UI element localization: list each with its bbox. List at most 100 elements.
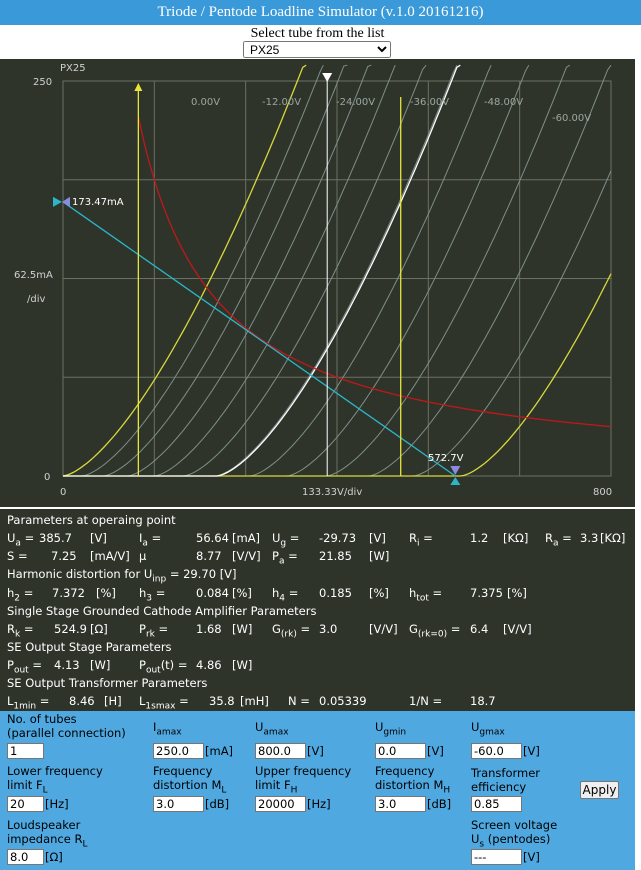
ri-value: 1.2 <box>470 531 489 545</box>
fh-input[interactable] <box>255 796 306 812</box>
grid-curve <box>63 64 427 477</box>
s-value: 7.25 <box>51 549 77 563</box>
fh-unit: [Hz] <box>307 797 331 811</box>
pa-label: Pa = <box>272 549 298 567</box>
grid-curve <box>63 64 372 477</box>
apply-button[interactable]: Apply <box>580 781 619 799</box>
grid-label-24: -24.00V <box>336 97 375 108</box>
fl-unit: [Hz] <box>45 797 69 811</box>
loadline-plot: PX25 250 0 62.5mA /div 0 800 133.33V/div… <box>0 59 635 507</box>
fl-label: Lower frequency limit FL <box>7 764 103 796</box>
x-scale-label: 133.33V/div <box>302 487 362 498</box>
rk-label: Rk = <box>7 622 34 640</box>
ia-label: Ia = <box>139 531 162 549</box>
ug-value: -29.73 <box>319 531 357 545</box>
grk0-value: 6.4 <box>470 622 489 636</box>
anode-curves <box>62 64 612 477</box>
h2-unit: [%] <box>96 586 116 600</box>
pa-unit: [W] <box>369 549 390 563</box>
x-zero-label: 0 <box>60 487 66 498</box>
grid-label-12: -12.00V <box>262 97 301 108</box>
mh-input[interactable] <box>375 796 426 812</box>
grk-unit: [V/V] <box>369 622 398 636</box>
h4-value: 0.185 <box>319 586 352 600</box>
ugmin-input[interactable] <box>375 743 426 759</box>
rl-input[interactable] <box>7 849 44 865</box>
grid-label-60: -60.00V <box>552 113 591 124</box>
prk-label: Prk = <box>139 622 169 640</box>
ug-label: Ug = <box>272 531 300 549</box>
h3-value: 0.084 <box>196 586 229 600</box>
pout-label: Pout = <box>7 658 42 676</box>
grid-curve <box>63 64 348 477</box>
inv-n-label: 1/N = <box>409 694 443 708</box>
grk-value: 3.0 <box>319 622 338 636</box>
h2-label: h2 = <box>7 586 34 604</box>
grid-curve <box>63 65 396 477</box>
ra-label: Ra = <box>545 531 572 549</box>
mh-label: Frequency distortion MH <box>375 764 451 796</box>
l1smax-unit: [mH] <box>240 694 269 708</box>
uamax-unit: [V] <box>307 744 324 758</box>
ugmax-input[interactable] <box>471 743 522 759</box>
ugmin-unit: [V] <box>427 744 444 758</box>
ugmin-label: Ugmin <box>375 720 407 738</box>
rk-unit: [Ω] <box>90 622 108 636</box>
tube-select-label: Select tube from the list <box>250 26 385 41</box>
tubes-input[interactable] <box>7 743 44 759</box>
us-label: Screen voltage Us (pentodes) <box>471 818 558 850</box>
gca-header: Single Stage Grounded Cathode Amplifier … <box>7 604 317 618</box>
grid-curve <box>63 64 530 477</box>
poutt-label: Pout(t) = <box>139 658 188 676</box>
y-div-label: /div <box>27 294 45 305</box>
us-input[interactable] <box>471 849 522 865</box>
uamax-label: Uamax <box>255 720 289 738</box>
eff-input[interactable] <box>471 796 522 812</box>
loadline <box>62 201 456 477</box>
voltage-marker-label: 572.7V <box>428 453 464 464</box>
harmonic-header: Harmonic distortion for Uinp = 29.70 [V] <box>7 567 237 585</box>
h3-label: h3 = <box>139 586 166 604</box>
ml-label: Frequency distortion ML <box>153 764 227 796</box>
y-zero-label: 0 <box>44 472 50 483</box>
grid-label-48: -48.00V <box>484 97 523 108</box>
iamax-unit: [mA] <box>205 744 234 758</box>
voltage-marker-arrow-2 <box>450 477 461 485</box>
ra-unit: [KΩ] <box>600 531 626 545</box>
grid-curve <box>63 64 492 477</box>
plot-overlays <box>53 73 461 485</box>
parameters-panel: Parameters at operaing point Ua = 385.7 … <box>0 509 635 711</box>
plot-tube-name: PX25 <box>60 63 86 74</box>
tubes-label: No. of tubes (parallel connection) <box>7 712 126 740</box>
htot-label: htot = <box>409 586 443 604</box>
plot-canvas: PX25 250 0 62.5mA /div 0 800 133.33V/div… <box>14 63 612 498</box>
ia-unit: [mA] <box>232 531 261 545</box>
s-label: S = <box>7 549 28 563</box>
y-scale-label: 62.5mA <box>14 270 53 281</box>
l1min-label: L1min = <box>7 694 50 712</box>
tube-select[interactable]: PX25 <box>243 41 391 58</box>
s-unit: [mA/V] <box>90 549 130 563</box>
app-title: Triode / Pentode Loadline Simulator (v.1… <box>0 0 641 25</box>
prk-value: 1.68 <box>196 622 222 636</box>
rl-unit: [Ω] <box>45 850 63 864</box>
us-unit: [V] <box>523 850 540 864</box>
current-marker-label: 173.47mA <box>72 197 124 208</box>
iamax-input[interactable] <box>153 743 204 759</box>
ml-input[interactable] <box>153 796 204 812</box>
h4-label: h4 = <box>272 586 299 604</box>
grid-label-0: 0.00V <box>191 97 220 108</box>
ri-label: Ri = <box>409 531 433 549</box>
ug-unit: [V] <box>369 531 386 545</box>
operating-grid-curve <box>63 64 461 477</box>
l1smax-value: 35.8 <box>209 694 235 708</box>
htot-value: 7.375 <box>470 586 503 600</box>
ml-unit: [dB] <box>205 797 230 811</box>
fl-input[interactable] <box>7 796 44 812</box>
uamax-input[interactable] <box>255 743 306 759</box>
h4-unit: [%] <box>369 586 389 600</box>
poutt-value: 4.86 <box>196 658 222 672</box>
grid-curve <box>63 64 324 477</box>
inv-n-value: 18.7 <box>470 694 496 708</box>
ua-value: 385.7 <box>39 531 72 545</box>
